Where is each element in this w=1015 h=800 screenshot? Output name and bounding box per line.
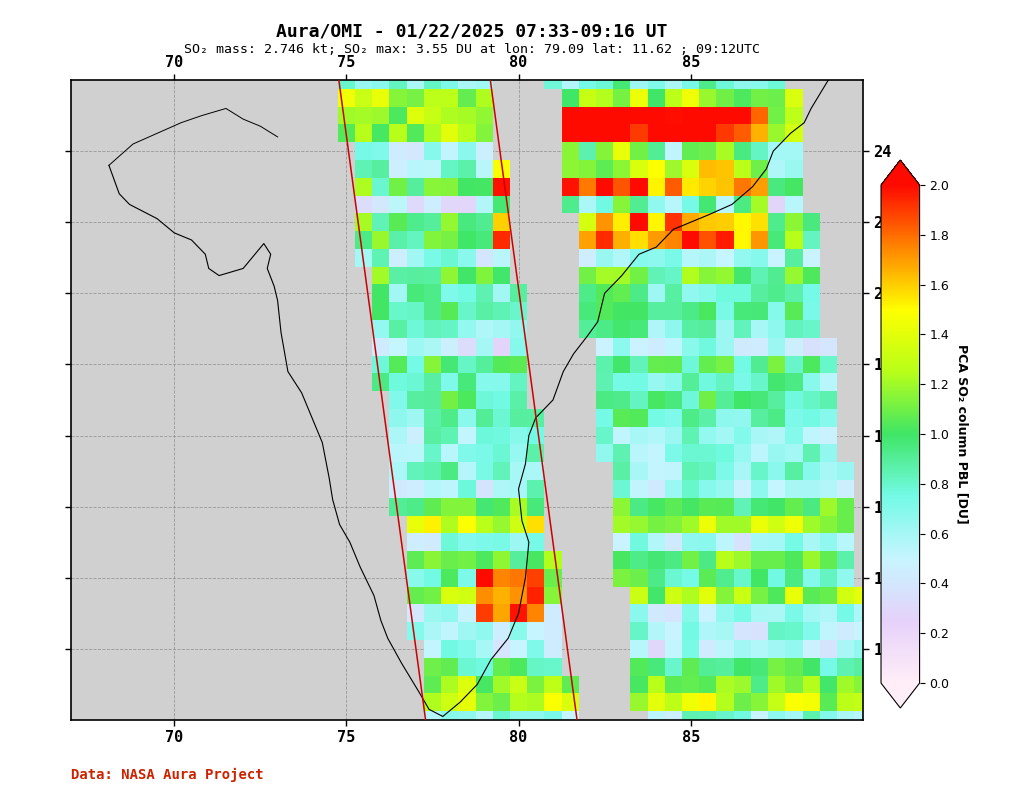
Y-axis label: PCA SO₂ column PBL [DU]: PCA SO₂ column PBL [DU] [956, 344, 968, 524]
Text: Aura/OMI - 01/22/2025 07:33-09:16 UT: Aura/OMI - 01/22/2025 07:33-09:16 UT [276, 22, 668, 40]
PathPatch shape [881, 160, 920, 185]
Text: Data: NASA Aura Project: Data: NASA Aura Project [71, 768, 264, 782]
PathPatch shape [881, 683, 920, 708]
Text: SO₂ mass: 2.746 kt; SO₂ max: 3.55 DU at lon: 79.09 lat: 11.62 ; 09:12UTC: SO₂ mass: 2.746 kt; SO₂ max: 3.55 DU at … [184, 43, 760, 56]
